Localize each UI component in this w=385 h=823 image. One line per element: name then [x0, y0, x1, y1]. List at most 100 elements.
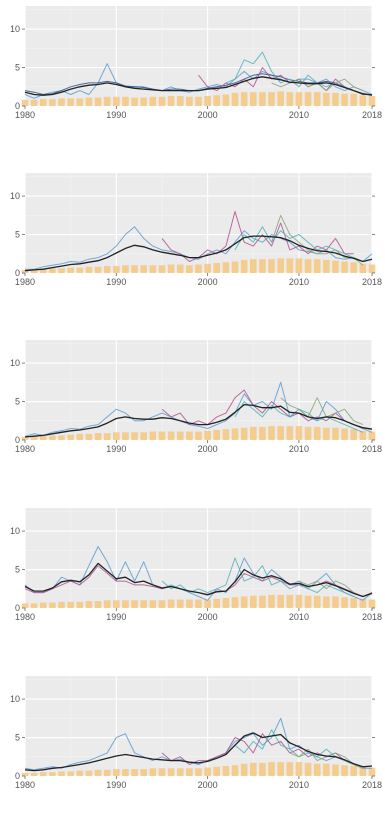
bar [94, 769, 102, 776]
bar [332, 92, 339, 106]
bar [140, 600, 147, 608]
bar [122, 600, 129, 608]
bar [250, 762, 257, 776]
bar [259, 259, 266, 273]
series-line-3 [234, 729, 354, 765]
bar [94, 601, 102, 608]
bar [332, 427, 339, 440]
x-tick-label: 2018 [362, 110, 382, 120]
bar [39, 436, 47, 440]
bar [240, 259, 248, 273]
bar [222, 94, 230, 106]
bar [277, 426, 284, 440]
bar [94, 266, 102, 273]
bar [103, 96, 111, 106]
bar [295, 594, 303, 608]
x-tick-label: 2000 [198, 277, 218, 287]
bar [332, 260, 339, 273]
bar [231, 765, 239, 776]
bar [85, 266, 93, 273]
bar [204, 96, 211, 106]
bar [341, 261, 348, 273]
bar [195, 96, 202, 106]
bar [277, 762, 284, 776]
bar [250, 259, 257, 273]
bar [350, 766, 358, 776]
bar [131, 97, 138, 106]
bar [259, 762, 266, 776]
bar [49, 435, 56, 440]
bar [222, 598, 230, 608]
bar [140, 265, 147, 273]
bar [176, 431, 184, 440]
chart-panel-3: 0 5 10 1980 1990 2000 2010 2018 [10, 340, 382, 454]
bar [30, 99, 38, 106]
bar [231, 261, 239, 273]
bar [76, 770, 84, 776]
bar [167, 431, 175, 440]
bar [58, 435, 65, 440]
bar [113, 769, 120, 776]
bar [277, 258, 284, 273]
bar [140, 432, 147, 440]
bar [341, 597, 348, 608]
bar [295, 426, 303, 440]
bar [350, 93, 358, 106]
bar [213, 95, 221, 106]
bar [149, 96, 157, 106]
bar [76, 433, 84, 440]
bar [268, 426, 275, 440]
x-tick-label: 1980 [15, 780, 35, 790]
bar [240, 596, 248, 608]
bar [240, 92, 248, 106]
bar [58, 771, 65, 776]
bar [286, 92, 294, 106]
bar [268, 762, 275, 776]
bar [195, 768, 202, 776]
bar [195, 599, 202, 608]
chart-panel-5: 0 5 10 1980 1990 2000 2010 2018 [10, 676, 382, 790]
series-line-4 [280, 397, 364, 426]
bar [103, 266, 111, 273]
bar [286, 594, 294, 608]
y-tick-label: 10 [10, 24, 20, 34]
bar [113, 600, 120, 608]
bar [323, 259, 330, 273]
bar [304, 259, 312, 273]
series-line-5 [24, 235, 373, 272]
x-tick-label: 1980 [15, 612, 35, 622]
bar [30, 603, 38, 608]
series-line-4 [271, 214, 364, 266]
bar [304, 595, 312, 608]
bar [67, 434, 74, 440]
chart-panel-2: 0 5 10 1980 1990 2000 2010 2018 [10, 173, 382, 287]
bar [76, 267, 84, 273]
bar [323, 763, 330, 776]
series-line-5 [24, 403, 373, 438]
y-tick-label: 10 [10, 694, 20, 704]
bar [21, 436, 29, 440]
bar [186, 431, 193, 440]
bar [341, 765, 348, 776]
bar [332, 596, 339, 608]
x-tick-label: 2010 [289, 277, 309, 287]
bar [131, 265, 138, 273]
bar [167, 768, 175, 776]
y-tick-label: 10 [10, 526, 20, 536]
x-tick-label: 2010 [289, 444, 309, 454]
bar [58, 268, 65, 273]
y-tick-label: 5 [15, 230, 20, 240]
bar [323, 92, 330, 106]
bar [313, 595, 321, 608]
bar [30, 772, 38, 776]
bar [332, 764, 339, 776]
bar [268, 259, 275, 273]
x-tick-label: 1990 [106, 277, 126, 287]
bar [359, 766, 367, 776]
series-line-4 [298, 580, 364, 597]
bar [213, 598, 221, 608]
bar [94, 97, 102, 106]
x-tick-label: 1990 [106, 780, 126, 790]
bar [295, 92, 303, 106]
bar [149, 768, 157, 776]
